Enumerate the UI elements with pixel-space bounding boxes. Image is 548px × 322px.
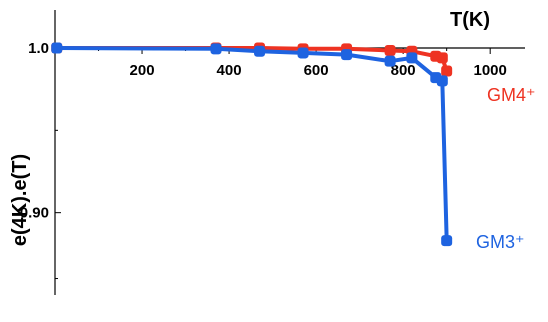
data-point: [436, 75, 448, 87]
series-layer: [51, 42, 453, 247]
x-tick-label: 200: [130, 62, 155, 79]
data-point: [441, 65, 453, 77]
data-point: [297, 47, 309, 59]
y-tick-label: 0.90: [20, 205, 49, 222]
x-tick-label: 600: [304, 62, 329, 79]
x-tick-label: 400: [217, 62, 242, 79]
data-point: [341, 49, 353, 61]
data-point: [406, 52, 418, 64]
data-point: [254, 45, 266, 57]
y-axis-ticks: 0.90 1.0: [20, 40, 61, 280]
series-line: [56, 46, 449, 241]
x-tick-label: 1000: [473, 62, 506, 79]
x-tick-label: 800: [391, 62, 416, 79]
x-axis-title: T(K): [450, 9, 490, 31]
series-label-gm3: GM3⁺: [476, 232, 525, 252]
data-point: [436, 52, 448, 64]
x-axis-ticks: 200 400 600 800 1000: [98, 48, 507, 79]
series-label-gm4: GM4⁺: [487, 85, 536, 105]
data-point: [51, 42, 63, 54]
y-tick-label: 1.0: [28, 40, 49, 57]
series-1: [51, 42, 453, 247]
y-axis-title: e(4K).e(T): [9, 154, 31, 246]
data-point: [384, 55, 396, 67]
data-point: [210, 43, 222, 55]
data-point: [441, 235, 453, 247]
data-point: [384, 44, 396, 56]
